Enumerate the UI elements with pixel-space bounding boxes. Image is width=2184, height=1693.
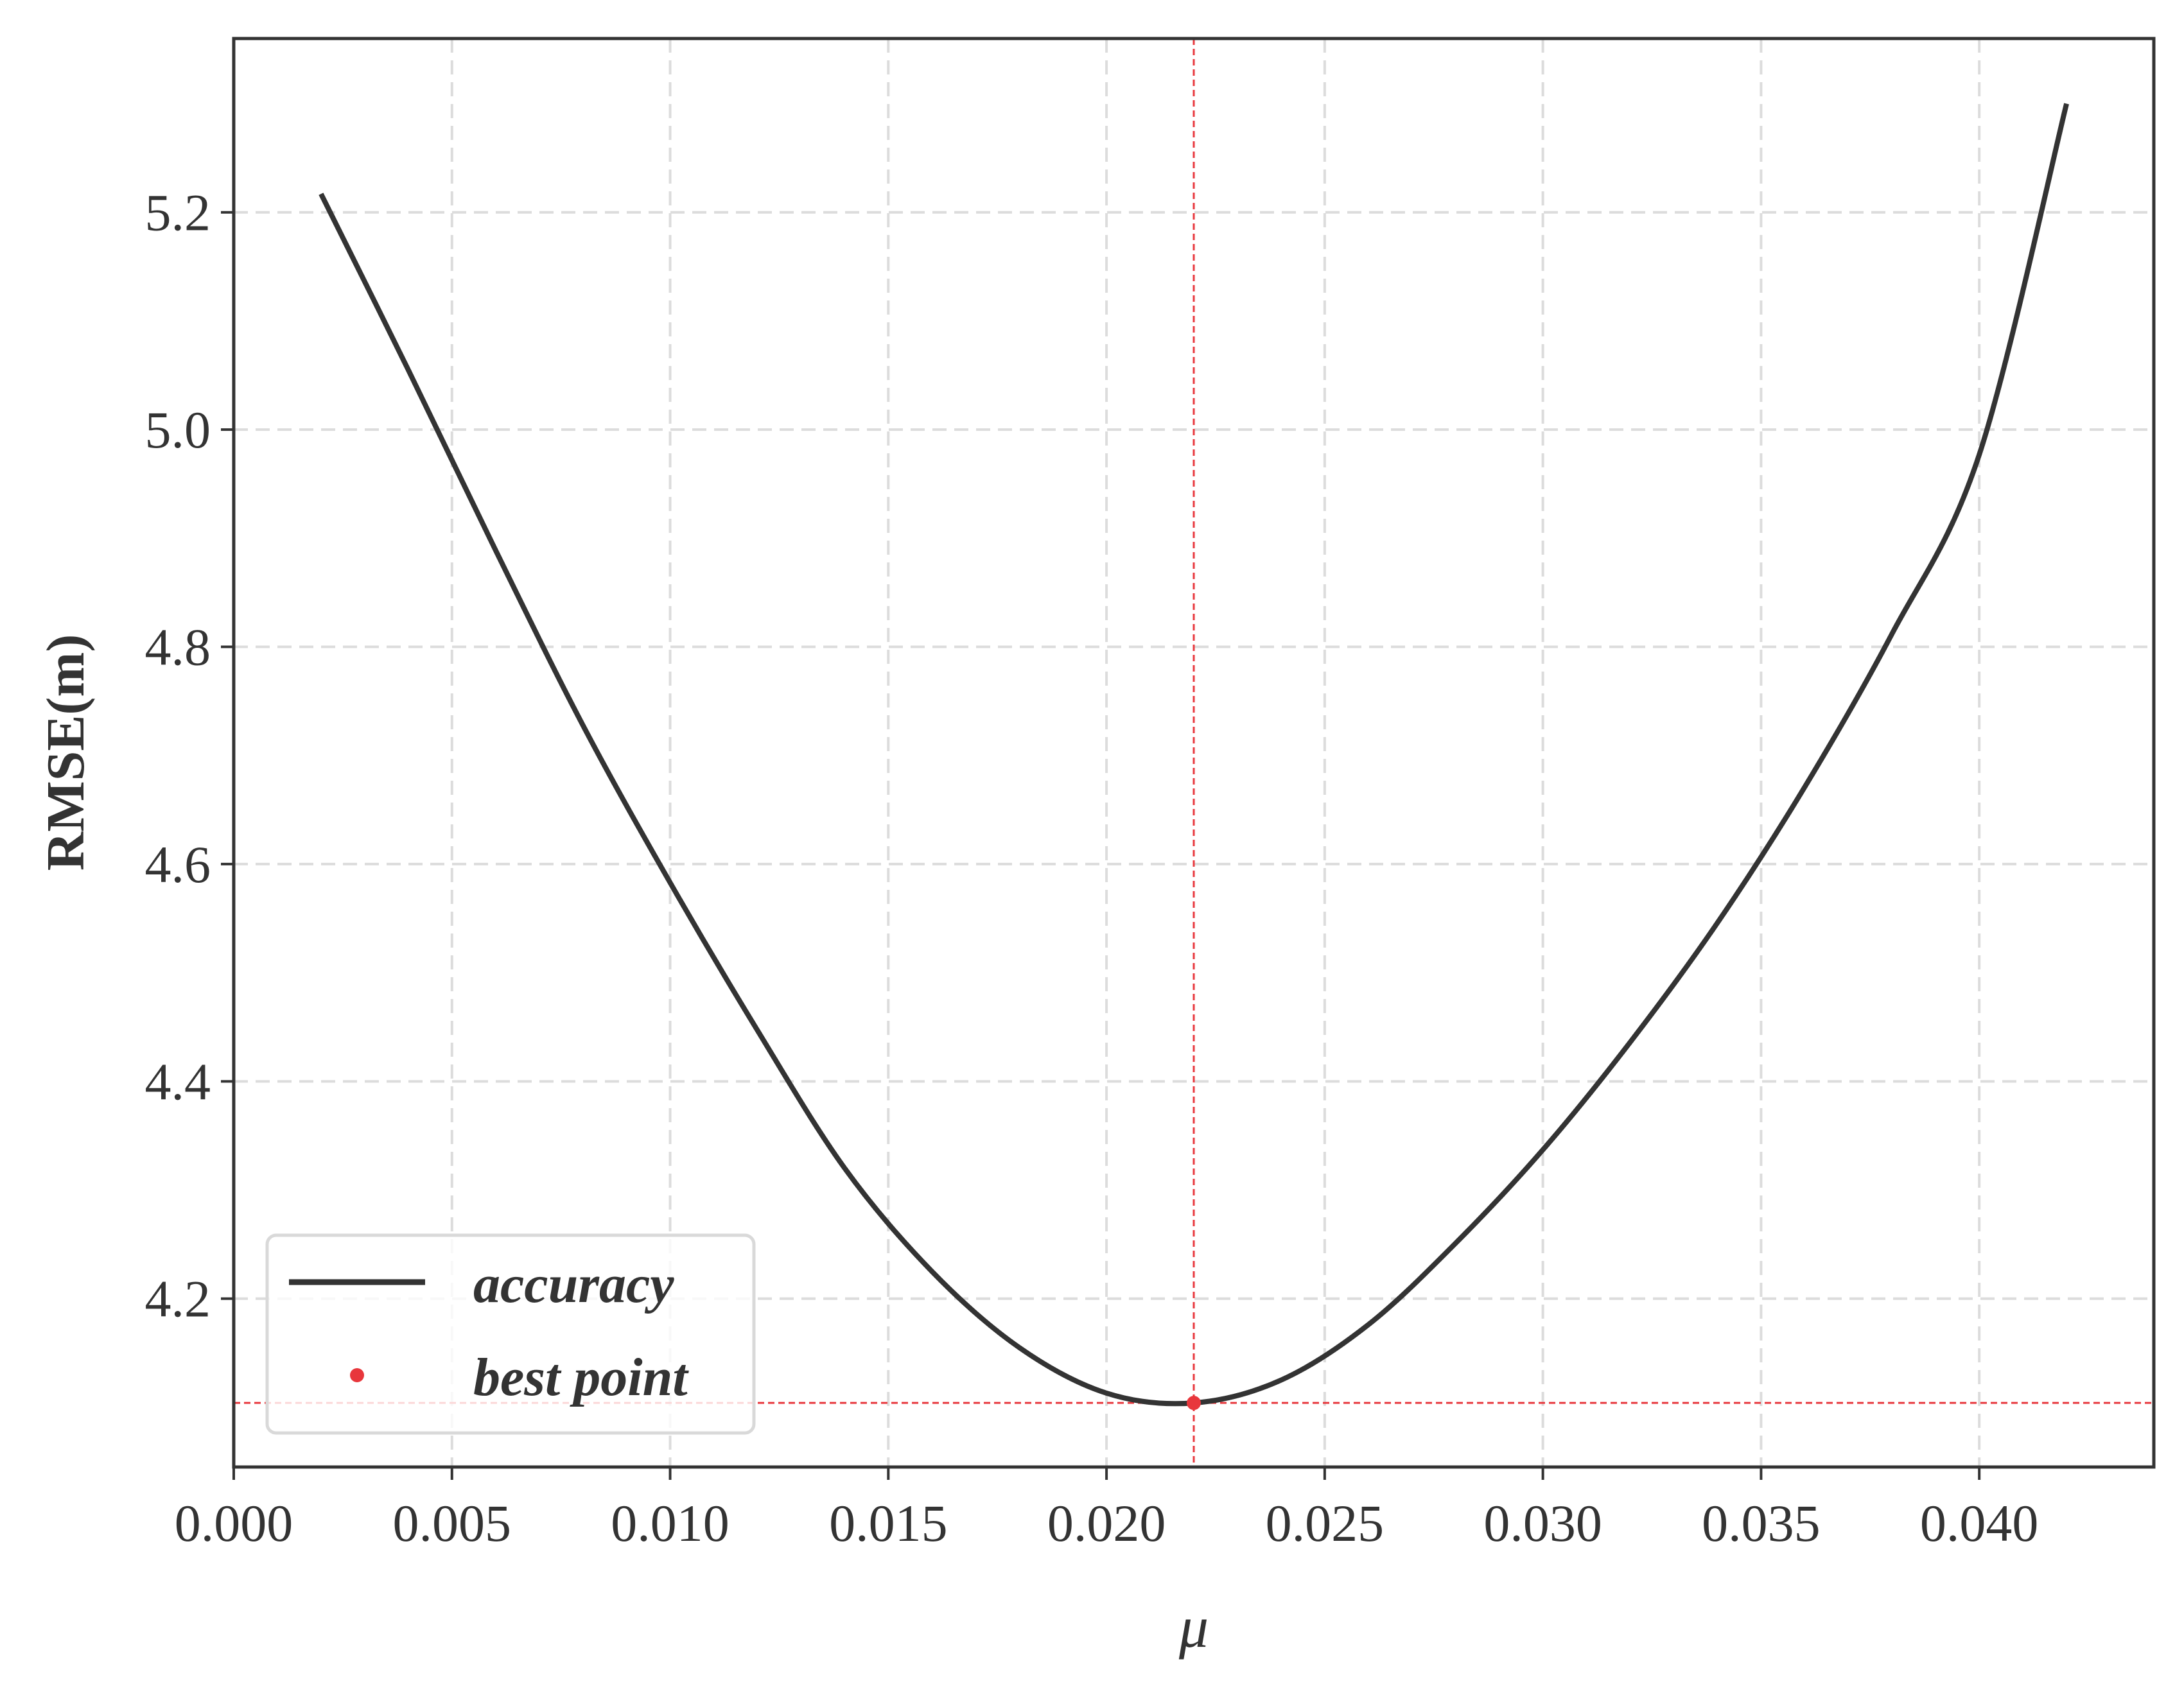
y-tick-label: 4.8 [145,618,211,677]
x-tick-label: 0.005 [393,1494,512,1552]
plot-frame [232,37,2156,1469]
y-tick-label: 4.4 [145,1052,211,1111]
legend-best-point-swatch [350,1368,364,1382]
x-axis-title: μ [1178,1594,1209,1660]
grid [234,39,2154,1467]
x-tick-label: 0.020 [1047,1494,1166,1552]
best-point-marker [1187,1396,1201,1411]
ticks: 0.000 0.005 0.010 0.015 0.020 0.025 0.030 0.035… [145,184,2039,1552]
y-tick-label: 4.6 [145,835,211,894]
x-tick-label: 0.040 [1920,1494,2039,1552]
y-tick-label: 4.2 [145,1270,211,1328]
x-tick-label: 0.000 [175,1494,293,1552]
legend-best-point-label: best point [473,1348,689,1407]
legend: accuracy best point [265,1233,756,1435]
legend-accuracy-label: accuracy [473,1255,674,1314]
y-tick-label: 5.0 [145,401,211,459]
y-tick-label: 5.2 [145,184,211,242]
x-tick-label: 0.025 [1266,1494,1385,1552]
series-layer [319,103,2069,1411]
y-axis-title: RMSE(m) [36,634,96,871]
x-tick-label: 0.035 [1702,1494,1821,1552]
x-tick-label: 0.015 [829,1494,948,1552]
x-tick-label: 0.010 [611,1494,729,1552]
x-tick-label: 0.030 [1483,1494,1602,1552]
